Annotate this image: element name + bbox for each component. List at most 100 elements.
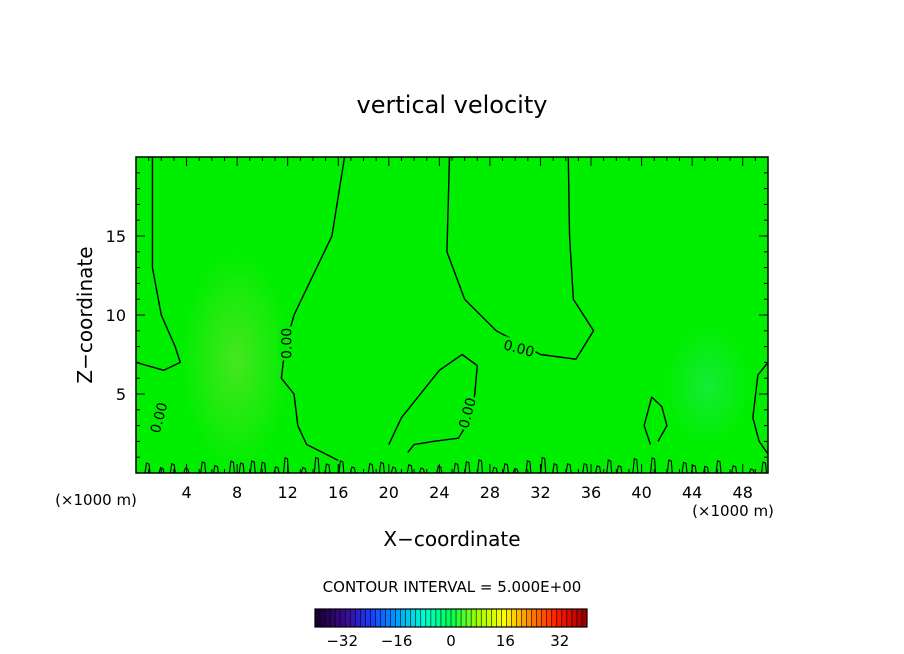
colorbar-swatch: [400, 609, 407, 627]
surface-contour: [212, 464, 219, 473]
colorbar-tick-label: 32: [550, 632, 569, 650]
colorbar-swatch: [461, 609, 467, 627]
colorbar-swatch: [456, 609, 462, 627]
colorbar-frame: [314, 608, 588, 628]
colorbar-swatch: [365, 609, 371, 627]
x-tick-label: 36: [581, 483, 601, 502]
surface-contour: [238, 462, 245, 473]
surface-contour: [313, 456, 320, 473]
colorbar-swatch: [380, 609, 387, 627]
surface-contour: [731, 465, 738, 473]
surface-contour: [491, 466, 498, 473]
surface-contour: [464, 460, 471, 473]
colorbar-tick-label: 16: [496, 632, 515, 650]
surface-contour: [300, 466, 307, 473]
surface-contour: [378, 461, 385, 473]
surface-contour: [228, 460, 235, 473]
surface-contour: [565, 462, 572, 473]
surface-contour: [502, 462, 509, 473]
x-unit-left: (×1000 m): [55, 491, 137, 509]
contour-left-column: [136, 157, 181, 371]
surface-contour: [525, 460, 532, 473]
colorbar-swatch: [476, 609, 482, 627]
colorbar-swatch: [350, 609, 356, 627]
colorbar-swatch: [571, 609, 578, 627]
x-tick-label: 24: [429, 483, 449, 502]
surface-contour: [260, 461, 267, 473]
chart-title: vertical velocity: [357, 91, 548, 119]
colorbar-swatch: [501, 609, 507, 627]
colorbar-swatch: [486, 609, 492, 627]
x-tick-label: 28: [480, 483, 500, 502]
colorbar-swatch: [481, 609, 487, 627]
colorbar-swatch: [521, 609, 528, 627]
colorbar-swatch: [561, 609, 568, 627]
contour-label: 0.00: [502, 337, 536, 361]
colorbar-swatch: [451, 609, 457, 627]
colorbar-swatch: [420, 609, 427, 627]
surface-contour: [681, 461, 688, 473]
surface-contour: [158, 466, 165, 473]
surface-contour: [760, 461, 768, 473]
colorbar-swatch: [390, 609, 397, 627]
x-tick-label: 40: [631, 483, 651, 502]
contour-label-bg: [455, 394, 480, 432]
surface-contour: [512, 467, 519, 473]
colorbar-swatch: [330, 609, 336, 627]
x-unit-right: (×1000 m): [692, 502, 774, 520]
x-axis-label: X−coordinate: [383, 527, 520, 551]
x-tick-label: 12: [278, 483, 298, 502]
x-tick-label: 8: [232, 483, 242, 502]
surface-contour: [418, 467, 425, 473]
colorbar-swatch: [526, 609, 533, 627]
contour-labels: 0.00 0.00 0.00 0.00: [146, 326, 538, 437]
colorbar-swatch: [496, 609, 502, 627]
y-tick-label: 10: [106, 306, 126, 325]
colorbar-swatch: [435, 609, 442, 627]
surface-contour: [406, 464, 413, 473]
zero-contours: [136, 157, 768, 461]
contour-right-blob: [643, 396, 668, 445]
contour-label: 0.00: [456, 396, 480, 430]
colorbar-swatch: [355, 609, 361, 627]
colorbar-swatch: [576, 609, 583, 627]
colorbar-swatch: [395, 609, 402, 627]
colorbar-swatch: [340, 609, 346, 627]
surface-contour: [338, 460, 345, 473]
colorbar-swatch: [410, 609, 417, 627]
surface-contour: [632, 457, 639, 473]
colorbar-swatch: [516, 609, 523, 627]
x-tick-label: 32: [530, 483, 550, 502]
y-tick-label: 15: [106, 227, 126, 246]
colorbar-swatch: [511, 609, 517, 627]
surface-contour: [144, 462, 151, 473]
colorbar-swatch: [385, 609, 392, 627]
contour-center-upper: [446, 157, 595, 360]
contour-interval-label: CONTOUR INTERVAL = 5.000E+00: [323, 578, 582, 596]
colorbar-swatch: [445, 609, 452, 627]
surface-contour: [748, 468, 755, 473]
x-tick-label: 44: [682, 483, 702, 502]
colorbar-swatch: [541, 609, 548, 627]
colorbar-swatch: [375, 609, 381, 627]
colorbar-swatch: [345, 609, 351, 627]
colorbar-swatch: [536, 609, 543, 627]
surface-contour: [649, 457, 657, 473]
colorbar-swatch: [471, 609, 477, 627]
x-tick-label: 20: [379, 483, 399, 502]
colorbar-tick-labels: −32 −16 0 16 32: [326, 632, 569, 650]
colorbar-tick-label: −32: [326, 632, 358, 650]
surface-contour: [616, 465, 623, 473]
contour-label: 0.00: [279, 328, 295, 359]
surface-contour: [606, 459, 613, 473]
contour-label: 0.00: [148, 401, 172, 435]
surface-contour: [249, 460, 256, 473]
colorbar-swatch: [320, 609, 326, 627]
contour-label-bg: [278, 326, 295, 361]
contour-label-bg: [500, 336, 538, 361]
colorbar-swatch: [546, 609, 553, 627]
updraft-shading: [181, 250, 291, 470]
downdraft-shading: [666, 325, 750, 445]
surface-contour: [169, 462, 176, 473]
